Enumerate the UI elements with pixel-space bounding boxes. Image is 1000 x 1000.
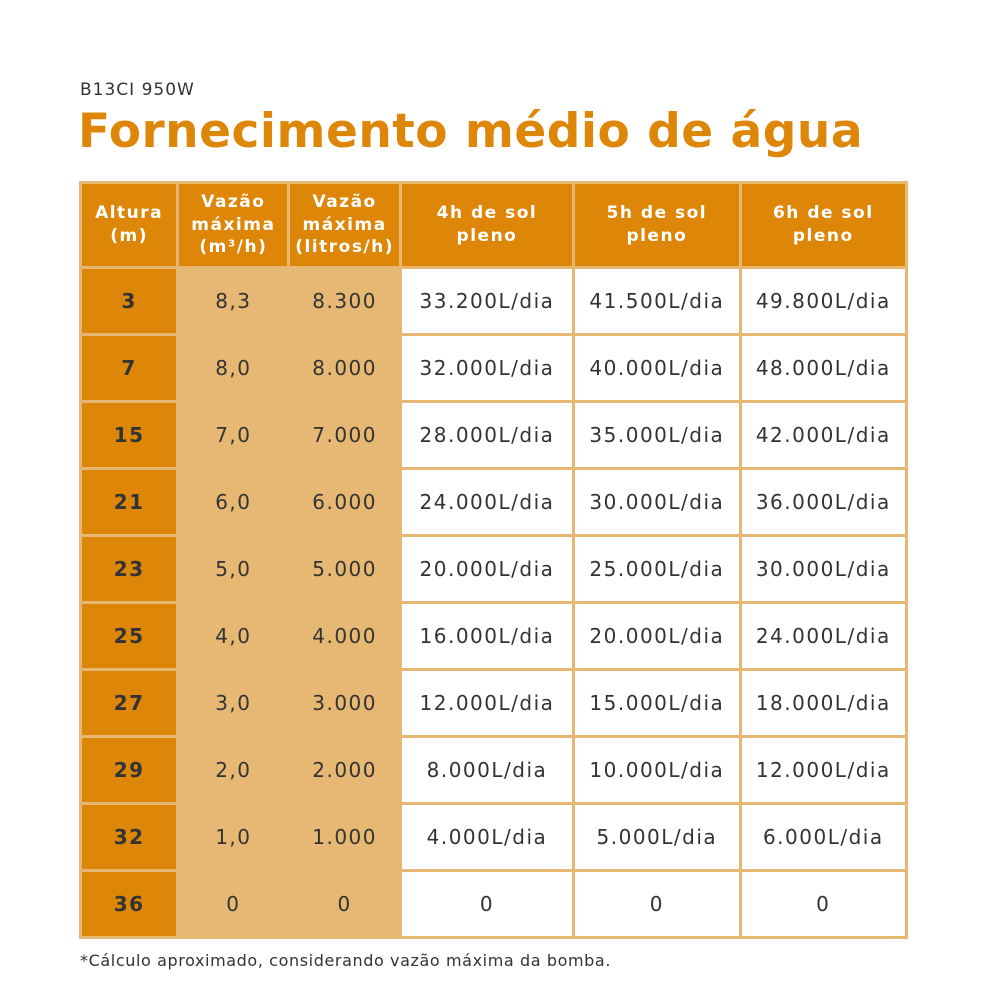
cell-4h-sol: 32.000L/dia	[401, 336, 573, 400]
cell-4h-sol: 16.000L/dia	[401, 604, 573, 668]
cell-6h-sol: 36.000L/dia	[741, 470, 905, 534]
cell-6h-sol: 12.000L/dia	[741, 738, 905, 802]
header-vazao-m3h: Vazão máxima (m³/h)	[179, 184, 288, 266]
cell-5h-sol: 10.000L/dia	[575, 738, 739, 802]
table-row: 29 2,0 2.000 8.000L/dia 10.000L/dia 12.000L/d…	[82, 738, 905, 802]
table-row: 27 3,0 3.000 12.000L/dia 15.000L/dia 18.000L/…	[82, 671, 905, 735]
cell-vazao-m3h: 1,0	[179, 805, 288, 869]
footnote: *Cálculo aproximado, considerando vazão …	[80, 951, 612, 970]
header-altura: Altura (m)	[82, 184, 177, 266]
cell-6h-sol: 49.800L/dia	[741, 269, 905, 333]
cell-6h-sol: 48.000L/dia	[741, 336, 905, 400]
cell-6h-sol: 30.000L/dia	[741, 537, 905, 601]
cell-altura: 7	[82, 336, 177, 400]
cell-4h-sol: 28.000L/dia	[401, 403, 573, 467]
cell-altura: 29	[82, 738, 177, 802]
cell-vazao-litros: 5.000	[290, 537, 399, 601]
cell-6h-sol: 24.000L/dia	[741, 604, 905, 668]
cell-vazao-litros: 4.000	[290, 604, 399, 668]
table-row: 7 8,0 8.000 32.000L/dia 40.000L/dia 48.000L/d…	[82, 336, 905, 400]
cell-5h-sol: 5.000L/dia	[575, 805, 739, 869]
water-supply-table: Altura (m) Vazão máxima (m³/h) Vazão máxim…	[79, 181, 908, 939]
header-vazao-litros: Vazão máxima (litros/h)	[290, 184, 399, 266]
cell-4h-sol: 33.200L/dia	[401, 269, 573, 333]
cell-vazao-m3h: 6,0	[179, 470, 288, 534]
cell-4h-sol: 8.000L/dia	[401, 738, 573, 802]
cell-altura: 27	[82, 671, 177, 735]
header-5h-sol: 5h de sol pleno	[575, 184, 739, 266]
cell-vazao-litros: 0	[290, 872, 399, 936]
table-row: 21 6,0 6.000 24.000L/dia 30.000L/dia 36.000L/…	[82, 470, 905, 534]
cell-6h-sol: 18.000L/dia	[741, 671, 905, 735]
table-row: 36 0 0 0 0 0	[82, 872, 905, 936]
cell-6h-sol: 42.000L/dia	[741, 403, 905, 467]
header-4h-sol: 4h de sol pleno	[401, 184, 573, 266]
cell-vazao-m3h: 3,0	[179, 671, 288, 735]
table-row: 23 5,0 5.000 20.000L/dia 25.000L/dia 30.000L/…	[82, 537, 905, 601]
cell-5h-sol: 41.500L/dia	[575, 269, 739, 333]
cell-altura: 36	[82, 872, 177, 936]
cell-altura: 3	[82, 269, 177, 333]
cell-vazao-litros: 7.000	[290, 403, 399, 467]
cell-altura: 21	[82, 470, 177, 534]
cell-altura: 32	[82, 805, 177, 869]
cell-4h-sol: 12.000L/dia	[401, 671, 573, 735]
cell-4h-sol: 0	[401, 872, 573, 936]
cell-6h-sol: 6.000L/dia	[741, 805, 905, 869]
cell-vazao-litros: 8.300	[290, 269, 399, 333]
table-row: 15 7,0 7.000 28.000L/dia 35.000L/dia 42.000L/…	[82, 403, 905, 467]
cell-vazao-m3h: 2,0	[179, 738, 288, 802]
cell-vazao-m3h: 4,0	[179, 604, 288, 668]
cell-5h-sol: 20.000L/dia	[575, 604, 739, 668]
cell-vazao-m3h: 7,0	[179, 403, 288, 467]
cell-altura: 23	[82, 537, 177, 601]
cell-5h-sol: 0	[575, 872, 739, 936]
cell-5h-sol: 40.000L/dia	[575, 336, 739, 400]
cell-vazao-litros: 1.000	[290, 805, 399, 869]
cell-5h-sol: 35.000L/dia	[575, 403, 739, 467]
cell-5h-sol: 15.000L/dia	[575, 671, 739, 735]
cell-4h-sol: 20.000L/dia	[401, 537, 573, 601]
table-row: 3 8,3 8.300 33.200L/dia 41.500L/dia 49.800L/d…	[82, 269, 905, 333]
table-body: 3 8,3 8.300 33.200L/dia 41.500L/dia 49.800L/d…	[82, 269, 905, 936]
cell-vazao-litros: 8.000	[290, 336, 399, 400]
table-header-row: Altura (m) Vazão máxima (m³/h) Vazão máxim…	[82, 184, 905, 266]
cell-altura: 15	[82, 403, 177, 467]
cell-vazao-m3h: 5,0	[179, 537, 288, 601]
cell-vazao-litros: 3.000	[290, 671, 399, 735]
cell-4h-sol: 24.000L/dia	[401, 470, 573, 534]
cell-vazao-litros: 6.000	[290, 470, 399, 534]
cell-vazao-litros: 2.000	[290, 738, 399, 802]
cell-altura: 25	[82, 604, 177, 668]
cell-vazao-m3h: 8,0	[179, 336, 288, 400]
cell-5h-sol: 30.000L/dia	[575, 470, 739, 534]
cell-vazao-m3h: 8,3	[179, 269, 288, 333]
page-title: Fornecimento médio de água	[78, 104, 864, 159]
cell-5h-sol: 25.000L/dia	[575, 537, 739, 601]
product-model: B13CI 950W	[80, 80, 195, 100]
cell-6h-sol: 0	[741, 872, 905, 936]
header-6h-sol: 6h de sol pleno	[741, 184, 905, 266]
table-row: 32 1,0 1.000 4.000L/dia 5.000L/dia 6.000L/dia	[82, 805, 905, 869]
cell-4h-sol: 4.000L/dia	[401, 805, 573, 869]
table-row: 25 4,0 4.000 16.000L/dia 20.000L/dia 24.000L/…	[82, 604, 905, 668]
cell-vazao-m3h: 0	[179, 872, 288, 936]
